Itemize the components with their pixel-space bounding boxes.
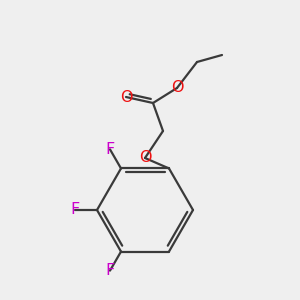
Text: F: F	[105, 142, 115, 157]
Text: O: O	[120, 89, 132, 104]
Text: F: F	[105, 263, 115, 278]
Text: F: F	[70, 202, 80, 217]
Text: O: O	[171, 80, 183, 95]
Text: O: O	[139, 151, 151, 166]
